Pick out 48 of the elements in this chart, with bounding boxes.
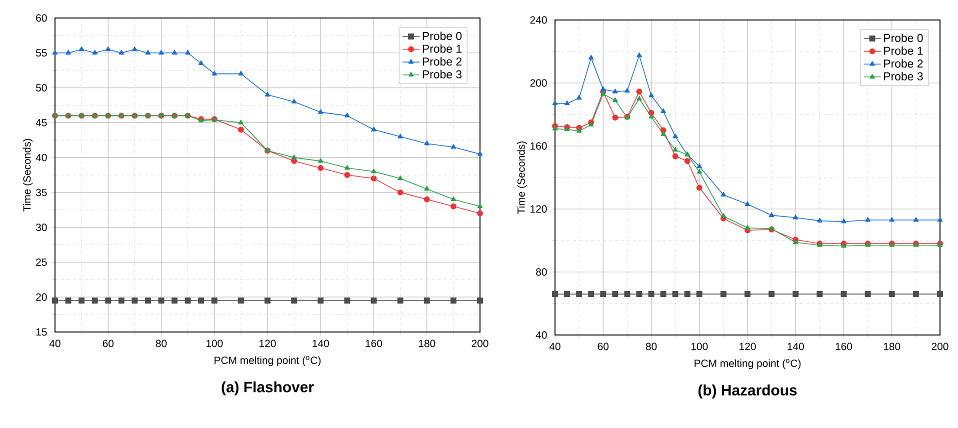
x-tick-label: 60 bbox=[102, 340, 114, 348]
y-tick-label: 40 bbox=[36, 154, 47, 162]
y-axis-title: Time (Seconds) bbox=[517, 141, 527, 214]
legend-label: Probe 3 bbox=[884, 72, 923, 80]
x-tick-label: 200 bbox=[932, 342, 948, 350]
x-tick-label: 80 bbox=[646, 342, 657, 350]
y-tick-label: 160 bbox=[530, 142, 547, 150]
x-tick-label: 140 bbox=[788, 342, 804, 350]
y-tick-label: 120 bbox=[530, 205, 547, 213]
x-tick-label: 120 bbox=[260, 340, 276, 348]
text: (b) Hazardous bbox=[698, 384, 797, 398]
legend-label: Probe 0 bbox=[422, 32, 462, 40]
y-tick-label: 80 bbox=[536, 268, 547, 276]
y-tick-label: 15 bbox=[36, 328, 47, 336]
y-tick-label: 20 bbox=[36, 293, 47, 301]
y-tick-label: 35 bbox=[36, 188, 47, 196]
y-tick-label: 60 bbox=[36, 14, 47, 22]
x-tick-label: 40 bbox=[549, 342, 560, 350]
legend-label: Probe 2 bbox=[884, 59, 923, 68]
legend-label: Probe 0 bbox=[884, 34, 923, 42]
y-tick-label: 30 bbox=[36, 224, 47, 232]
y-tick-label: 240 bbox=[530, 16, 547, 24]
legend-label: Probe 2 bbox=[422, 57, 462, 66]
legend-label: Probe 1 bbox=[884, 46, 923, 55]
x-tick-label: 120 bbox=[740, 342, 756, 350]
y-tick-label: 25 bbox=[36, 258, 47, 266]
x-tick-label: 60 bbox=[598, 342, 609, 350]
y-axis-title: Time (Seconds) bbox=[22, 138, 33, 212]
x-tick-label: 160 bbox=[836, 342, 852, 350]
legend-label: Probe 3 bbox=[422, 70, 462, 78]
x-tick-label: 200 bbox=[472, 340, 488, 348]
x-tick-label: 160 bbox=[366, 340, 382, 348]
x-tick-label: 40 bbox=[49, 340, 60, 348]
y-tick-label: 40 bbox=[536, 331, 547, 339]
x-tick-label: 80 bbox=[156, 340, 167, 348]
x-tick-label: 180 bbox=[418, 340, 436, 348]
y-tick-label: 45 bbox=[36, 119, 47, 126]
text: (a) Flashover bbox=[222, 381, 314, 396]
legend-label: Probe 1 bbox=[422, 44, 462, 53]
y-tick-label: 200 bbox=[530, 79, 547, 87]
y-tick-label: 55 bbox=[36, 49, 47, 57]
x-axis-title: PCM melting point ($^{o}$C) bbox=[694, 359, 801, 370]
x-tick-label: 100 bbox=[206, 340, 223, 348]
x-tick-label: 100 bbox=[691, 342, 708, 350]
x-tick-label: 140 bbox=[312, 340, 329, 348]
x-axis-title: PCM melting point ($^{o}$C) bbox=[214, 356, 321, 366]
y-tick-label: 50 bbox=[36, 84, 47, 92]
x-tick-label: 180 bbox=[884, 342, 900, 350]
